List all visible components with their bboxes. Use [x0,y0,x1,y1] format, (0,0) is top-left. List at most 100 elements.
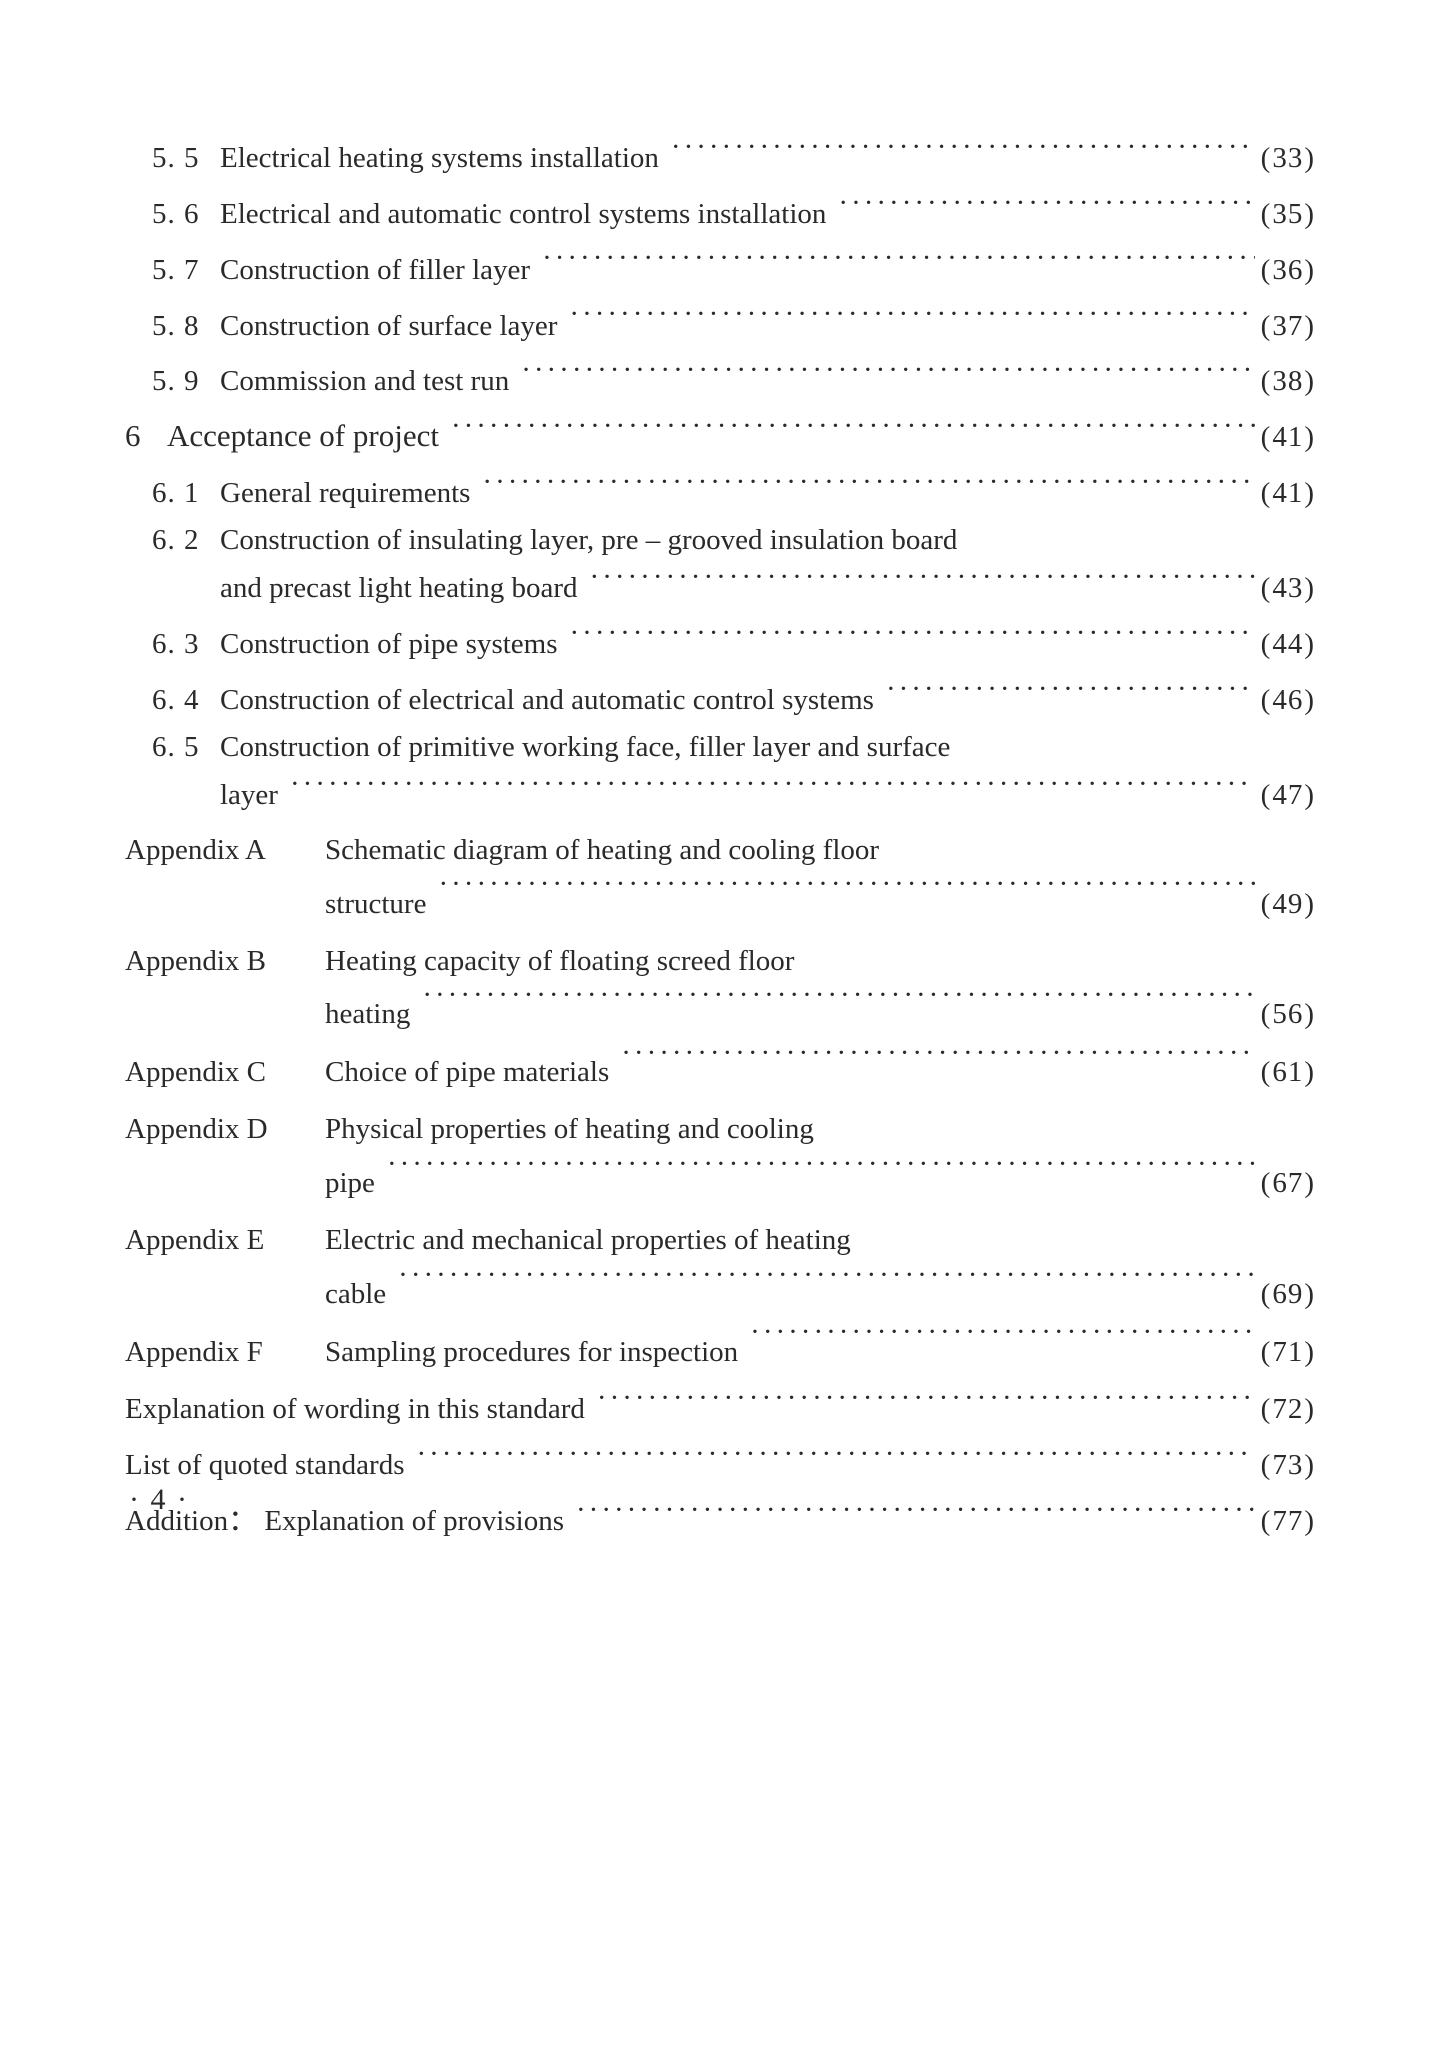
toc-entry: 6. 3Construction of pipe systems (44) [125,621,1315,659]
toc-entry: 5. 6Electrical and automatic control sys… [125,191,1315,229]
toc-page-ref: (73) [1261,1451,1315,1480]
toc-appendix-title: Electric and mechanical properties of he… [325,1218,851,1263]
dot-leader [542,247,1255,279]
toc-appendix-title-cont: heating [325,992,410,1037]
dot-leader [387,1160,1255,1192]
toc-list: 5. 5Electrical heating systems installat… [125,135,1315,1536]
toc-entry: 6. 2Construction of insulating layer, pr… [125,526,1315,555]
toc-entry-title: General requirements [220,479,470,508]
toc-entry-number: 5. 9 [125,367,220,396]
toc-appendix: Appendix DPhysical properties of heating… [125,1107,1315,1206]
toc-page-ref: (41) [1261,423,1315,452]
dot-leader [521,359,1254,391]
toc-entry-number: 5. 7 [125,256,220,285]
dot-leader [569,303,1254,335]
toc-page-ref: (49) [1261,882,1315,927]
toc-chapter-number: 6 [125,420,167,451]
toc-appendix-title-cont: pipe [325,1161,375,1206]
toc-appendix-title-cont: structure [325,882,426,927]
toc-appendix: Appendix FSampling procedures for inspec… [125,1329,1315,1375]
toc-entry-title: Construction of filler layer [220,256,530,285]
toc-page-ref: (69) [1261,1272,1315,1317]
toc-chapter-title: Acceptance of project [167,420,439,451]
toc-appendix-title: Choice of pipe materials [325,1050,609,1095]
toc-entry-plain: List of quoted standards (73) [125,1442,1315,1480]
toc-entry-title: Addition： Explanation of provisions [125,1507,564,1536]
toc-page-ref: (43) [1261,574,1315,603]
dot-leader [416,1442,1254,1474]
toc-entry: 6. 1General requirements (41) [125,470,1315,508]
toc-appendix-title-cont: cable [325,1272,386,1317]
toc-appendix: Appendix EElectric and mechanical proper… [125,1218,1315,1317]
toc-page-ref: (38) [1261,367,1315,396]
dot-leader [290,772,1255,804]
toc-entry-title: Construction of primitive working face, … [220,733,950,762]
dot-leader [590,565,1255,597]
toc-appendix-label: Appendix A [125,828,325,873]
toc-page-ref: (71) [1261,1330,1315,1375]
toc-entry-number: 6. 1 [125,479,220,508]
toc-entry: 6. 5Construction of primitive working fa… [125,733,1315,762]
toc-entry: 5. 5Electrical heating systems installat… [125,135,1315,173]
toc-page-ref: (72) [1261,1395,1315,1424]
toc-entry-number: 6. 3 [125,630,220,659]
toc-appendix-label: Appendix B [125,939,325,984]
toc-entry-plain: Explanation of wording in this standard (… [125,1387,1315,1425]
dot-leader [597,1387,1255,1419]
toc-appendix-label: Appendix C [125,1050,325,1095]
toc-entry-number: 5. 5 [125,144,220,173]
page-number: · 4 · [129,1483,189,1517]
dot-leader [398,1271,1254,1303]
toc-page-ref: (33) [1261,144,1315,173]
dot-leader [576,1498,1255,1530]
toc-chapter: 6Acceptance of project (41) [125,414,1315,452]
dot-leader [621,1049,1254,1081]
toc-entry-plain: Addition： Explanation of provisions (77) [125,1498,1315,1536]
dot-leader [438,881,1254,913]
toc-appendix: Appendix ASchematic diagram of heating a… [125,828,1315,927]
toc-appendix: Appendix CChoice of pipe materials (61) [125,1049,1315,1095]
toc-entry-number: 6. 4 [125,686,220,715]
toc-entry: 5. 8Construction of surface layer(37) [125,303,1315,341]
dot-leader [750,1329,1255,1361]
toc-page: 5. 5Electrical heating systems installat… [125,135,1315,1554]
dot-leader [886,677,1255,709]
toc-page-ref: (44) [1261,630,1315,659]
dot-leader [451,414,1255,446]
toc-entry-title: Construction of insulating layer, pre – … [220,526,957,555]
toc-appendix-label: Appendix D [125,1107,325,1152]
toc-entry-title: Commission and test run [220,367,509,396]
toc-appendix-title: Heating capacity of floating screed floo… [325,939,794,984]
dot-leader [671,135,1255,167]
toc-appendix-title: Schematic diagram of heating and cooling… [325,828,879,873]
toc-appendix-label: Appendix F [125,1330,325,1375]
toc-entry: 6. 4Construction of electrical and autom… [125,677,1315,715]
toc-page-ref: (67) [1261,1161,1315,1206]
toc-page-ref: (61) [1261,1050,1315,1095]
toc-page-ref: (41) [1261,479,1315,508]
toc-entry-title: Construction of pipe systems [220,630,558,659]
toc-page-ref: (35) [1261,200,1315,229]
toc-appendix-title: Physical properties of heating and cooli… [325,1107,814,1152]
toc-entry-continuation: layer (47) [125,772,1315,810]
toc-entry-continuation: and precast light heating board (43) [125,565,1315,603]
toc-page-ref: (36) [1261,256,1315,285]
dot-leader [422,992,1254,1024]
toc-entry-title: Electrical and automatic control systems… [220,200,826,229]
toc-appendix-label: Appendix E [125,1218,325,1263]
toc-page-ref: (77) [1261,1507,1315,1536]
dot-leader [838,191,1254,223]
toc-page-ref: (47) [1261,781,1315,810]
toc-entry: 5. 9Commission and test run (38) [125,359,1315,397]
toc-entry-title: List of quoted standards [125,1451,404,1480]
toc-page-ref: (46) [1261,686,1315,715]
toc-entry-title: Construction of surface layer [220,312,557,341]
toc-entry-title: Electrical heating systems installation [220,144,659,173]
toc-entry-title-cont: layer [220,781,278,810]
toc-entry: 5. 7Construction of filler layer (36) [125,247,1315,285]
toc-entry-number: 6. 2 [125,526,220,555]
toc-entry-title: Explanation of wording in this standard [125,1395,585,1424]
toc-entry-number: 5. 8 [125,312,220,341]
toc-entry-title-cont: and precast light heating board [220,574,578,603]
toc-appendix: Appendix BHeating capacity of floating s… [125,939,1315,1038]
